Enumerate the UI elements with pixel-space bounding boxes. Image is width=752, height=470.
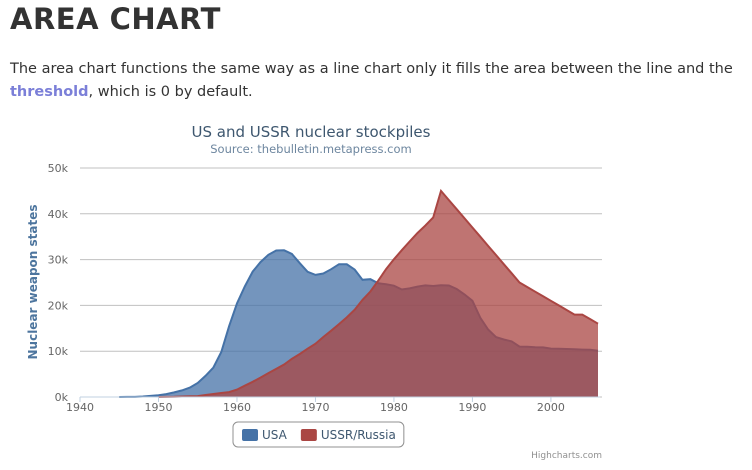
legend: USA USSR/Russia — [232, 421, 405, 448]
x-tick-label: 1990 — [458, 401, 486, 414]
x-tick-label: 1950 — [144, 401, 172, 414]
chart: US and USSR nuclear stockpiles Source: t… — [26, 123, 602, 461]
intro-text-start: The area chart functions the same way as… — [10, 61, 733, 77]
threshold-link[interactable]: threshold — [10, 84, 89, 100]
page-title: AREA CHART — [10, 2, 221, 36]
x-tick-label: 1970 — [301, 401, 329, 414]
intro-text: The area chart functions the same way as… — [10, 58, 745, 104]
y-tick-label: 50k — [48, 162, 69, 175]
chart-subtitle: Source: thebulletin.metapress.com — [210, 142, 412, 156]
legend-symbol — [300, 429, 317, 441]
x-tick-label: 1980 — [380, 401, 408, 414]
legend-symbol — [242, 429, 258, 441]
y-tick-label: 20k — [48, 299, 69, 312]
y-tick-label: 40k — [48, 208, 69, 221]
x-tick-label: 2000 — [537, 401, 565, 414]
area-line — [158, 188, 599, 398]
legend-box — [232, 421, 405, 448]
x-tick-label: 1960 — [223, 401, 251, 414]
credits: Highcharts.com — [531, 451, 602, 461]
legend-label: USSR/Russia — [321, 428, 396, 442]
chart-title: US and USSR nuclear stockpiles — [192, 123, 431, 141]
y-tick-label: 0k — [55, 391, 69, 404]
y-axis-title: Nuclear weapon states — [26, 204, 40, 359]
y-tick-label: 10k — [48, 345, 69, 358]
intro-text-end: , which is 0 by default. — [88, 84, 253, 100]
y-tick-label: 30k — [48, 254, 69, 267]
area — [158, 190, 598, 397]
legend-label: USA — [262, 428, 288, 442]
x-tick-label: 1940 — [66, 401, 94, 414]
